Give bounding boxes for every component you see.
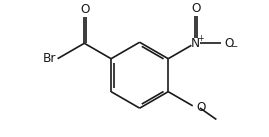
Text: −: −: [230, 41, 237, 50]
Text: O: O: [196, 101, 205, 114]
Text: Br: Br: [43, 52, 56, 65]
Text: +: +: [198, 34, 204, 43]
Text: O: O: [81, 3, 90, 16]
Text: O: O: [191, 2, 201, 15]
Text: O: O: [224, 37, 234, 50]
Text: N: N: [190, 37, 200, 50]
